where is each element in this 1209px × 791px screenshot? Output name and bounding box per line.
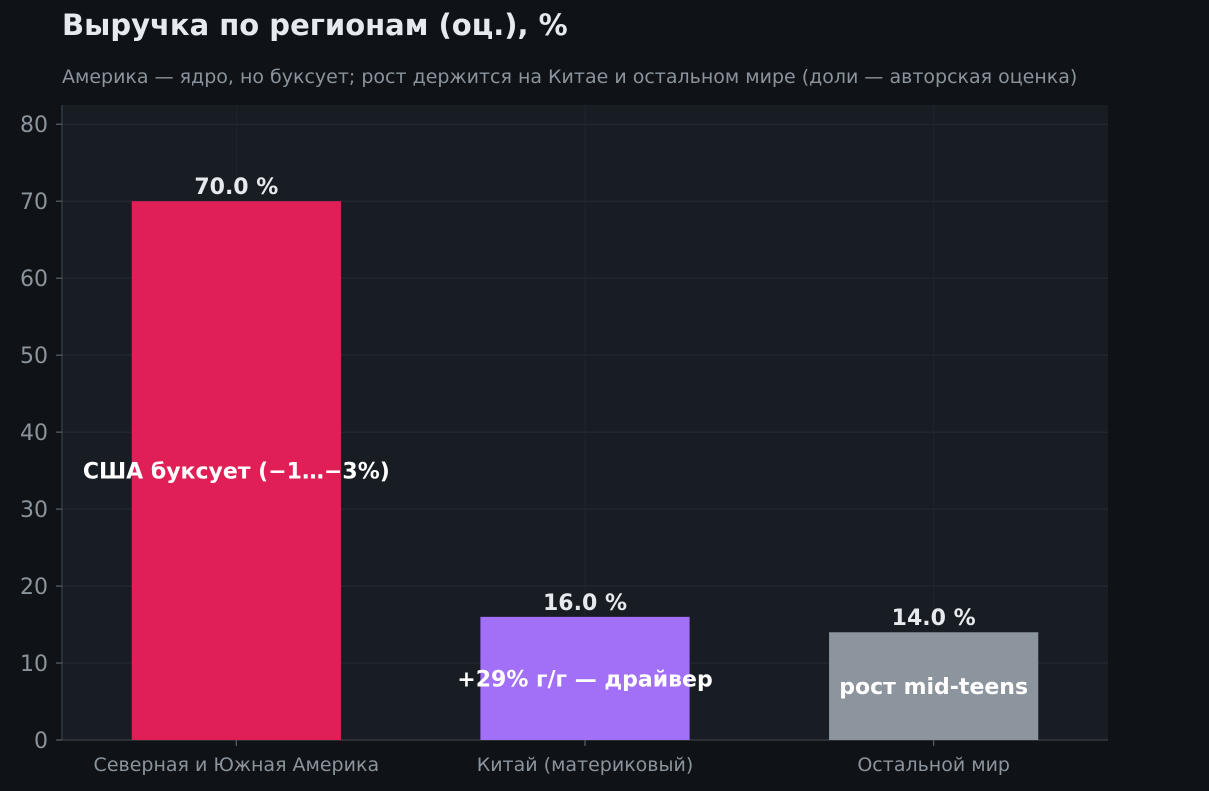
bar xyxy=(131,201,341,740)
bar xyxy=(829,632,1039,740)
data-label: 70.0 % xyxy=(194,175,278,200)
y-tick-label: 80 xyxy=(20,113,48,138)
y-tick-label: 60 xyxy=(20,267,48,292)
bar xyxy=(480,616,690,740)
y-tick-label: 0 xyxy=(34,729,48,754)
y-tick-label: 70 xyxy=(20,190,48,215)
chart-title: Выручка по регионам (оц.), % xyxy=(62,8,568,42)
x-tick-label: Остальной мир xyxy=(857,754,1010,776)
y-tick-label: 40 xyxy=(20,421,48,446)
bar-annotation: США буксует (−1…−3%) xyxy=(83,460,390,485)
y-tick-label: 30 xyxy=(20,498,48,523)
x-tick-label: Северная и Южная Америка xyxy=(94,754,380,776)
y-tick-label: 50 xyxy=(20,344,48,369)
chart-subtitle: Америка — ядро, но буксует; рост держитс… xyxy=(62,66,1078,88)
bar-annotation: +29% г/г — драйвер xyxy=(457,667,712,692)
y-tick-label: 20 xyxy=(20,575,48,600)
y-tick-label: 10 xyxy=(20,652,48,677)
bar-annotation: рост mid-teens xyxy=(839,675,1028,700)
data-label: 16.0 % xyxy=(543,591,627,616)
data-label: 14.0 % xyxy=(892,606,976,631)
x-tick-label: Китай (материковый) xyxy=(477,754,694,776)
